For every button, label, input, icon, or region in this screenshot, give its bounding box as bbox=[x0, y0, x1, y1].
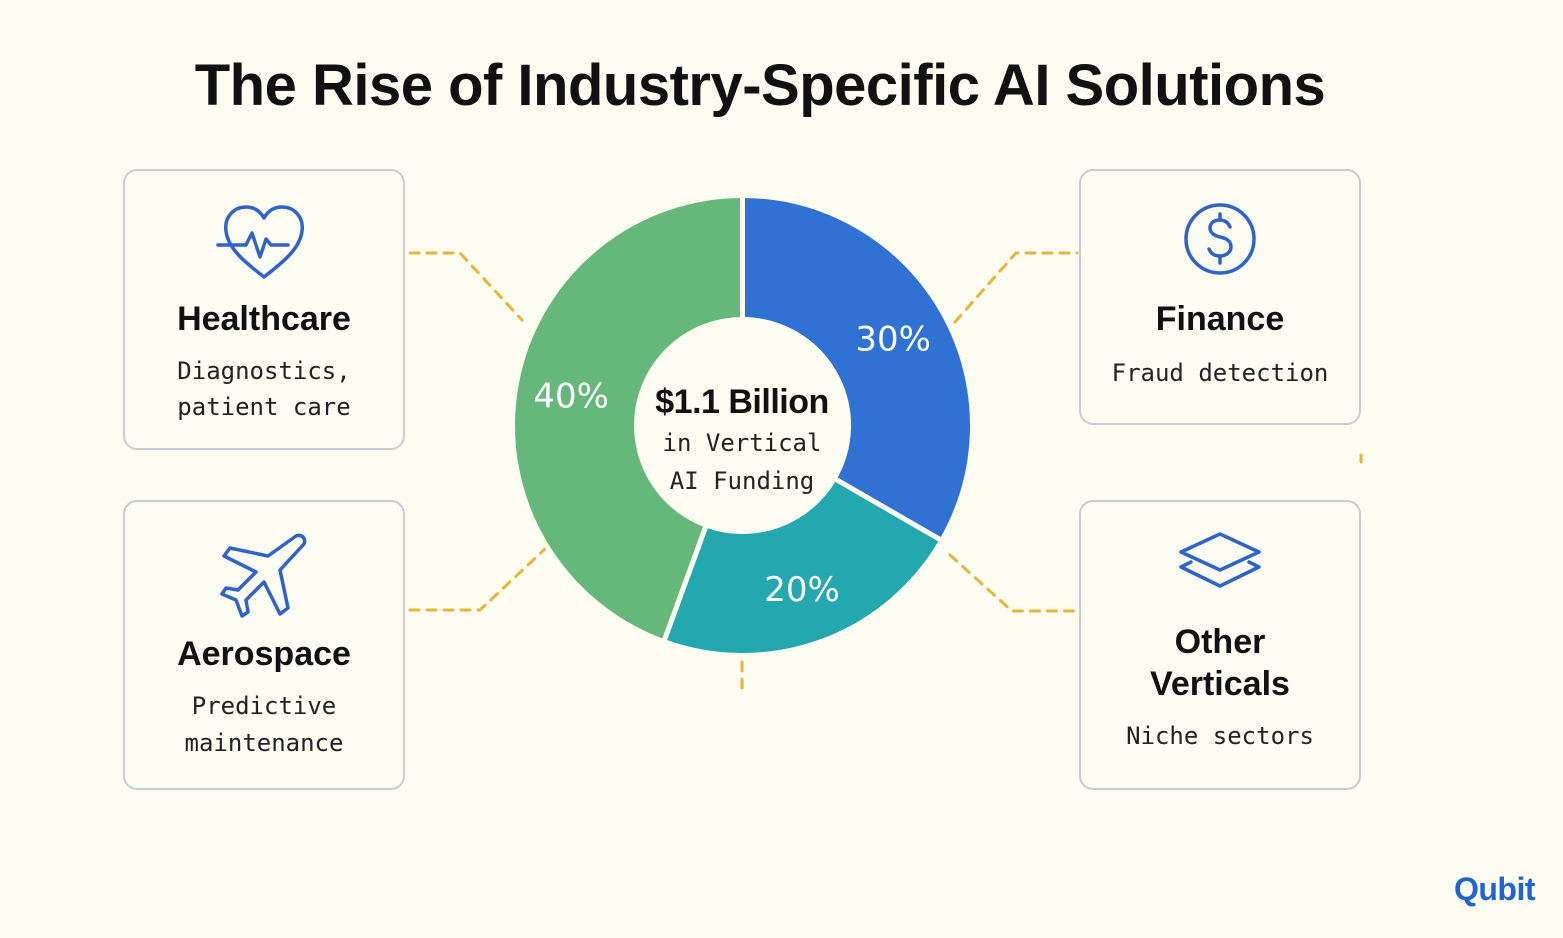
dollar-circle-icon bbox=[1081, 201, 1359, 277]
card-other-verticals: Other Verticals Niche sectors bbox=[1079, 500, 1361, 790]
card-title: Healthcare bbox=[177, 300, 351, 338]
card-title-line1: Other bbox=[1174, 623, 1266, 661]
card-title: Finance bbox=[1155, 300, 1285, 338]
card-desc-line1: Fraud detection bbox=[1111, 359, 1329, 387]
connector-other bbox=[948, 553, 1079, 613]
donut-slice-label-1: 20% bbox=[764, 570, 840, 610]
card-desc-line1: Diagnostics, bbox=[177, 357, 351, 385]
donut-slice-2 bbox=[510, 192, 745, 645]
card-desc-line1: Predictive bbox=[191, 692, 337, 720]
connector-aerospace bbox=[408, 546, 548, 612]
donut-chart: 30% 20% 40% bbox=[510, 192, 975, 658]
airplane-icon bbox=[125, 532, 403, 618]
card-desc-line2: maintenance bbox=[184, 729, 344, 757]
funding-amount: $1.1 Billion bbox=[655, 383, 829, 421]
donut-slice-label-0: 30% bbox=[855, 320, 931, 360]
qubit-logo: Qubit bbox=[1453, 871, 1536, 908]
page-title: The Rise of Industry-Specific AI Solutio… bbox=[194, 53, 1326, 118]
funding-caption-line2: AI Funding bbox=[669, 467, 815, 495]
card-desc-line2: patient care bbox=[177, 393, 351, 421]
funding-caption-line1: in Vertical bbox=[662, 429, 822, 457]
heart-pulse-icon bbox=[125, 203, 403, 283]
connector-healthcare bbox=[408, 251, 524, 322]
card-aerospace: Aerospace Predictive maintenance bbox=[123, 500, 405, 790]
card-title-line2: Verticals bbox=[1150, 665, 1290, 703]
connector-finance bbox=[953, 251, 1079, 324]
card-finance: Finance Fraud detection bbox=[1079, 169, 1361, 425]
card-title: Aerospace bbox=[177, 635, 351, 673]
layers-icon bbox=[1081, 530, 1359, 600]
logo-text: Qubit bbox=[1453, 871, 1536, 907]
center-label: $1.1 Billion in Vertical AI Funding bbox=[636, 383, 848, 498]
card-healthcare: Healthcare Diagnostics, patient care bbox=[123, 169, 405, 450]
donut-slice-0 bbox=[740, 192, 975, 544]
donut-slice-1 bbox=[660, 475, 946, 658]
card-desc-line1: Niche sectors bbox=[1126, 722, 1314, 750]
donut-slice-label-2: 40% bbox=[533, 376, 609, 416]
